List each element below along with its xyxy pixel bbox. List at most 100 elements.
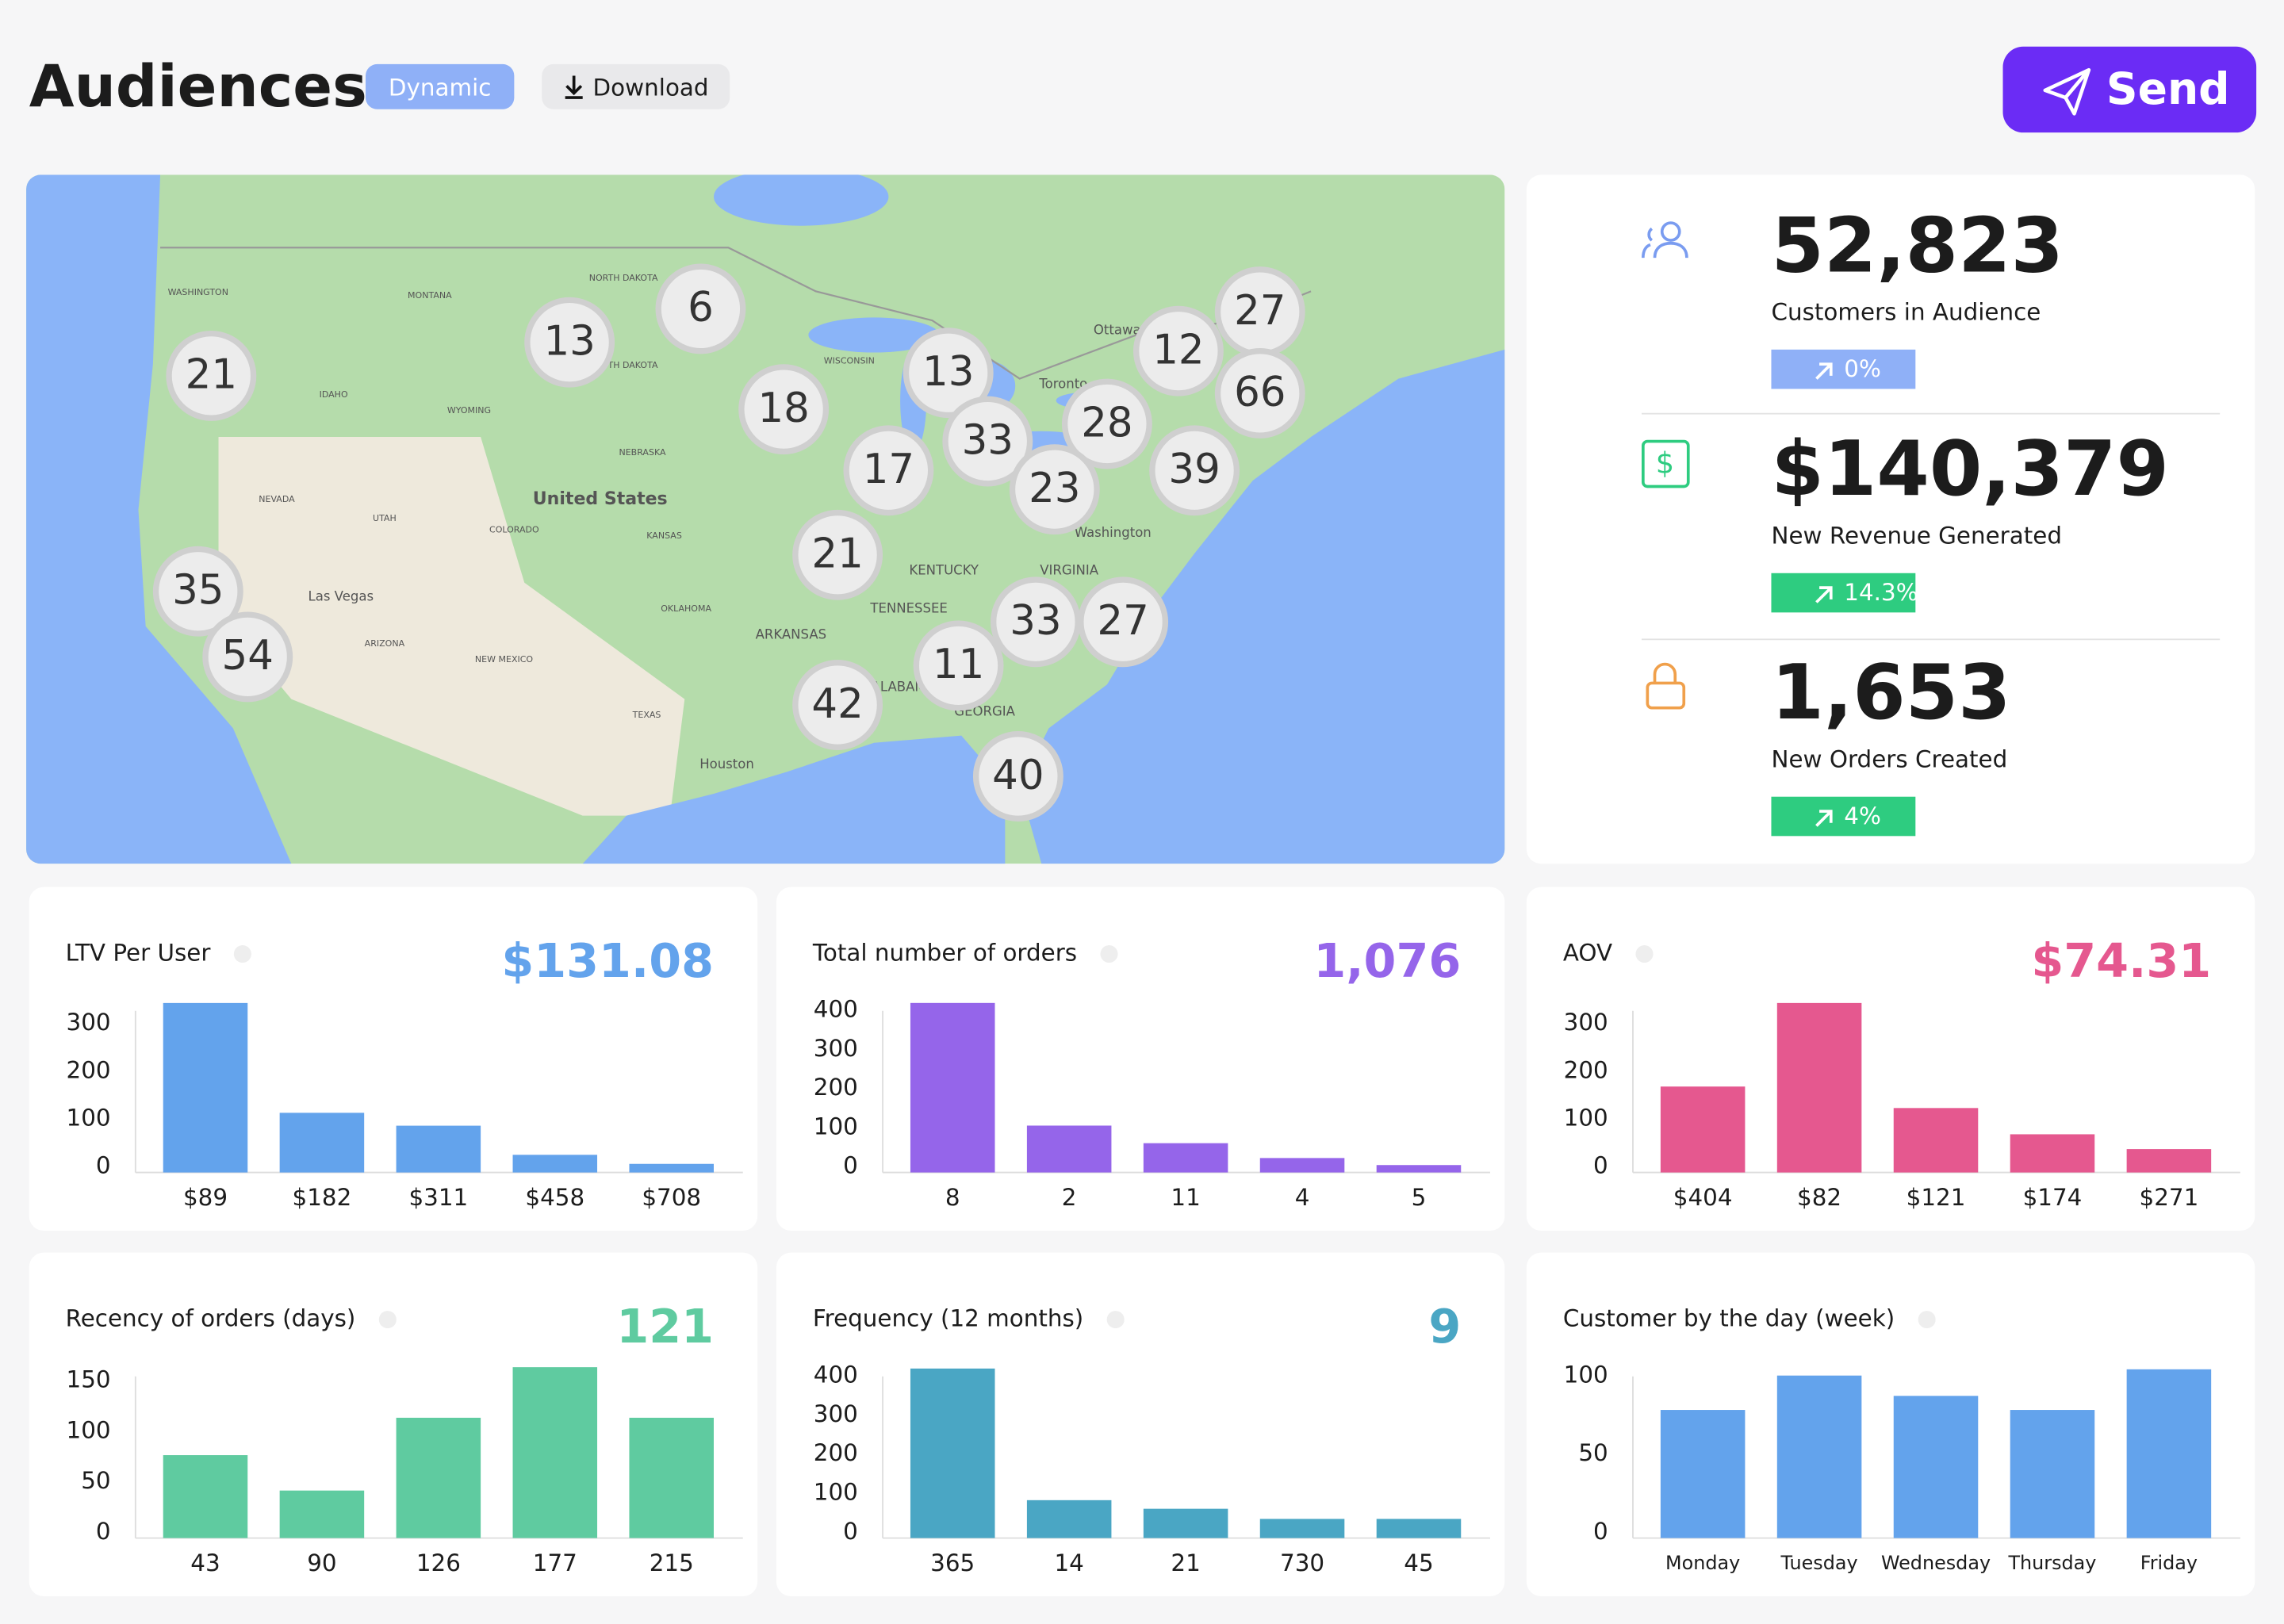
stat-value: 1,653	[1771, 648, 2010, 737]
x-tick-label: $174	[2023, 1184, 2083, 1211]
cluster-count: 23	[1029, 465, 1080, 512]
stat-value: $140,379	[1771, 424, 2168, 513]
x-tick-label: $458	[525, 1184, 584, 1211]
x-tick-label: $182	[293, 1184, 352, 1211]
stat-label: New Revenue Generated	[1771, 522, 2062, 549]
y-tick-label: 150	[67, 1366, 111, 1393]
stat-change: 0%	[1844, 355, 1881, 382]
info-icon	[378, 1311, 397, 1329]
chart-title: Frequency (12 months)	[813, 1305, 1083, 1332]
bar	[910, 1002, 995, 1173]
cluster-marker[interactable]	[1009, 444, 1100, 535]
cluster-marker[interactable]	[524, 297, 615, 388]
y-tick-label: 100	[1564, 1362, 1608, 1388]
bar	[1143, 1143, 1228, 1173]
tag-pill[interactable]	[366, 63, 515, 109]
x-tick-label: $271	[2140, 1184, 2199, 1211]
y-tick-label: 200	[67, 1056, 111, 1083]
y-tick-label: 400	[814, 1362, 858, 1388]
y-tick-label: 100	[67, 1105, 111, 1132]
bar	[2126, 1369, 2212, 1538]
info-icon	[1918, 1311, 1936, 1329]
cluster-marker[interactable]	[202, 611, 293, 703]
stat-change: 4%	[1844, 802, 1881, 829]
cluster-count: 17	[863, 446, 914, 493]
cluster-marker[interactable]	[166, 330, 257, 421]
download-text: Download	[593, 75, 709, 102]
cluster-count: 21	[186, 351, 237, 399]
send-text: Send	[2106, 63, 2230, 114]
stat-badge	[1771, 796, 1916, 837]
cluster-marker[interactable]	[1078, 576, 1169, 668]
chart-headline: 1,076	[1313, 933, 1461, 988]
map-label: TENNESSEE	[869, 600, 948, 615]
y-tick-label: 0	[1593, 1152, 1608, 1179]
map-label: KANSAS	[646, 530, 682, 541]
y-tick-label: 100	[814, 1479, 858, 1506]
bar	[2010, 1134, 2095, 1173]
arrow-icon	[1815, 586, 1833, 603]
cluster-marker[interactable]	[1132, 305, 1224, 396]
map-ocean	[26, 174, 292, 864]
cluster-marker[interactable]	[792, 660, 883, 750]
stats-panel	[1526, 174, 2255, 864]
bar	[279, 1113, 365, 1173]
map-label: Toronto	[1038, 376, 1087, 391]
map-label: Ottawa	[1094, 322, 1141, 337]
cluster-marker[interactable]	[942, 396, 1033, 487]
info-icon	[1635, 945, 1654, 963]
cluster-count: 27	[1097, 597, 1148, 645]
stat-value: 52,823	[1771, 201, 2064, 289]
x-tick-label: $311	[408, 1184, 468, 1211]
x-tick-label: Thursday	[2007, 1552, 2096, 1574]
y-tick-label: 50	[81, 1467, 110, 1494]
cluster-marker[interactable]	[902, 327, 994, 419]
chart-headline: 9	[1428, 1299, 1461, 1354]
x-tick-label: $708	[642, 1184, 701, 1211]
cluster-marker[interactable]	[1149, 425, 1240, 516]
map-label: Las Vegas	[308, 589, 374, 604]
cluster-count: 33	[962, 416, 1014, 464]
bar	[163, 1455, 248, 1538]
cluster-count: 28	[1081, 399, 1132, 446]
map-label: United States	[533, 489, 668, 509]
cluster-marker[interactable]	[913, 620, 1004, 711]
cluster-marker[interactable]	[843, 425, 934, 516]
cluster-count: 13	[543, 317, 595, 365]
chart-title: LTV Per User	[66, 940, 212, 967]
cluster-marker[interactable]	[1214, 347, 1305, 439]
bar	[1893, 1108, 1979, 1173]
y-tick-label: 300	[814, 1035, 858, 1062]
bar	[1026, 1500, 1112, 1538]
x-tick-label: $404	[1673, 1184, 1733, 1211]
cluster-marker[interactable]	[792, 509, 883, 600]
cluster-count: 42	[811, 680, 863, 728]
x-tick-label: 45	[1404, 1549, 1433, 1576]
stats: 52,823 Customers in Audience 0% $140,379 New…	[1771, 201, 2169, 837]
bar	[512, 1155, 598, 1173]
y-tick-label: 100	[67, 1416, 111, 1443]
x-tick-label: 730	[1280, 1549, 1324, 1576]
y-tick-label: 300	[814, 1400, 858, 1427]
x-tick-label: 4	[1295, 1184, 1310, 1211]
chart-title: Customer by the day (week)	[1563, 1305, 1895, 1332]
cluster-marker[interactable]	[655, 263, 746, 354]
bar	[512, 1367, 598, 1538]
x-tick-label: 365	[930, 1549, 975, 1576]
x-tick-label: $121	[1907, 1184, 1966, 1211]
send-button[interactable]	[2002, 46, 2257, 133]
y-tick-label: 300	[1564, 1009, 1608, 1036]
cluster-marker[interactable]	[972, 731, 1063, 822]
x-tick-label: Monday	[1665, 1552, 1740, 1574]
stat-change: 14.3%	[1844, 579, 1918, 606]
download-button[interactable]	[542, 63, 730, 109]
cluster-marker[interactable]	[1061, 378, 1152, 469]
cluster-marker[interactable]	[738, 364, 830, 455]
map-desert	[218, 437, 685, 816]
y-tick-label: 400	[814, 996, 858, 1023]
map-lake	[714, 174, 889, 226]
people-icon	[1642, 227, 1688, 259]
cluster-marker[interactable]	[152, 546, 243, 637]
